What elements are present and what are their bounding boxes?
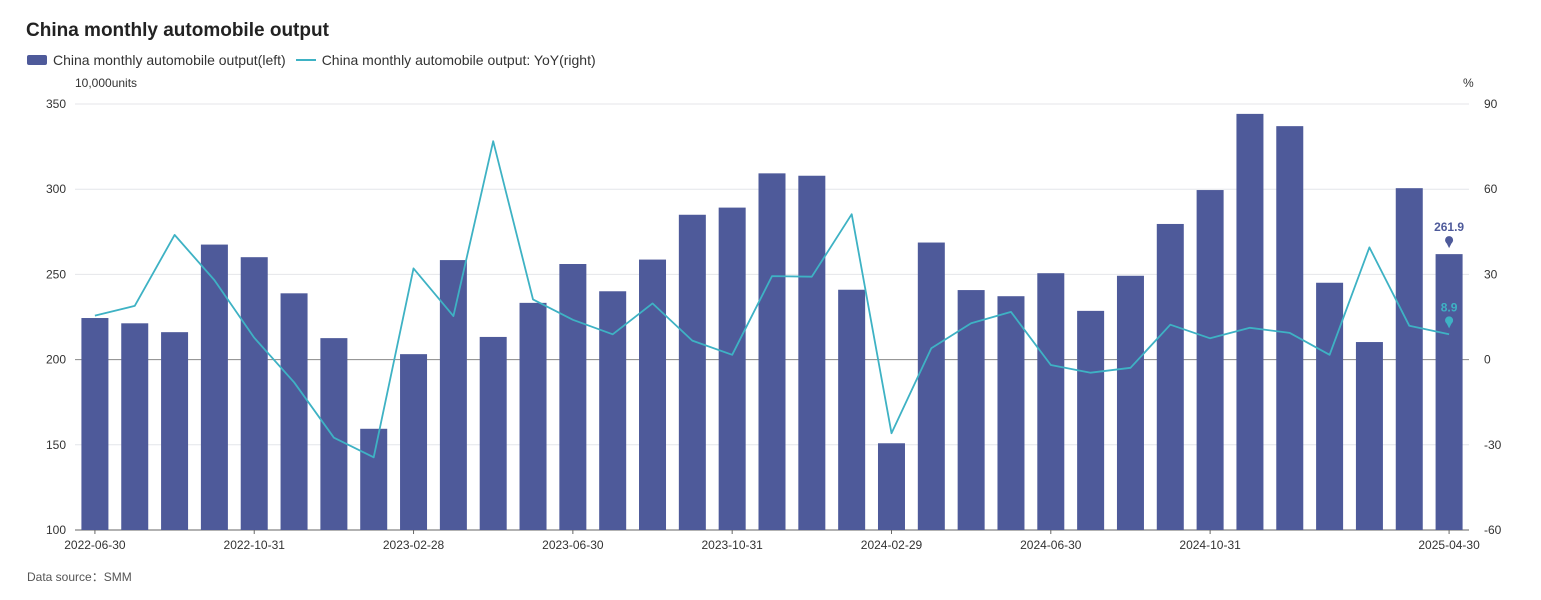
bar bbox=[161, 332, 189, 530]
x-tick-label: 2024-10-31 bbox=[1179, 538, 1241, 552]
bar bbox=[758, 173, 786, 531]
bar bbox=[559, 264, 587, 530]
data-label: 261.9 bbox=[1434, 220, 1464, 234]
right-axis-unit: % bbox=[1463, 76, 1474, 90]
bar bbox=[121, 323, 149, 530]
legend-item-yoy[interactable]: China monthly automobile output: YoY(rig… bbox=[295, 52, 596, 68]
data-source: Data source：SMM bbox=[27, 570, 132, 584]
legend-bar-swatch bbox=[27, 55, 47, 65]
x-tick-label: 2025-04-30 bbox=[1418, 538, 1480, 552]
x-tick-label: 2022-10-31 bbox=[224, 538, 286, 552]
y-tick-left: 350 bbox=[46, 97, 66, 111]
y-tick-right: 90 bbox=[1484, 97, 1498, 111]
bar bbox=[519, 302, 547, 530]
bar bbox=[479, 336, 507, 530]
yoy-line bbox=[94, 140, 1450, 459]
bar bbox=[877, 443, 905, 530]
y-tick-left: 200 bbox=[46, 353, 66, 367]
bar bbox=[320, 338, 348, 530]
x-tick-label: 2024-02-29 bbox=[861, 538, 923, 552]
x-tick-label: 2023-02-28 bbox=[383, 538, 445, 552]
y-tick-left: 300 bbox=[46, 182, 66, 196]
bar bbox=[1077, 310, 1105, 530]
bar bbox=[718, 207, 746, 530]
y-tick-left: 100 bbox=[46, 523, 66, 537]
bar bbox=[1116, 275, 1144, 530]
annotation-pin bbox=[1446, 322, 1453, 329]
bar bbox=[400, 354, 428, 530]
x-tick-label: 2023-06-30 bbox=[542, 538, 604, 552]
legend-item-output[interactable]: China monthly automobile output(left) bbox=[27, 52, 286, 68]
bar bbox=[957, 290, 985, 530]
data-label: 8.9 bbox=[1441, 300, 1458, 314]
bar bbox=[1276, 126, 1304, 530]
bar bbox=[200, 244, 228, 530]
y-tick-right: -60 bbox=[1484, 523, 1502, 537]
bar bbox=[678, 214, 706, 530]
bar bbox=[360, 428, 388, 530]
bar bbox=[1236, 113, 1264, 530]
y-tick-right: -30 bbox=[1484, 438, 1502, 452]
legend-label-output: China monthly automobile output(left) bbox=[53, 52, 286, 68]
chart-title: China monthly automobile output bbox=[26, 20, 329, 41]
bar bbox=[1355, 342, 1383, 530]
bar bbox=[1196, 190, 1224, 530]
x-tick-label: 2022-06-30 bbox=[64, 538, 126, 552]
x-tick-label: 2024-06-30 bbox=[1020, 538, 1082, 552]
y-tick-right: 30 bbox=[1484, 267, 1498, 281]
x-tick-label: 2023-10-31 bbox=[701, 538, 763, 552]
bar bbox=[81, 318, 109, 530]
bar bbox=[1435, 254, 1463, 530]
y-tick-left: 250 bbox=[46, 267, 66, 281]
bar bbox=[1037, 273, 1065, 530]
bar bbox=[1395, 188, 1423, 530]
left-axis-unit: 10,000units bbox=[75, 76, 138, 90]
bar bbox=[1156, 223, 1184, 530]
y-tick-right: 0 bbox=[1484, 353, 1491, 367]
bar bbox=[439, 260, 467, 530]
bar bbox=[838, 289, 866, 530]
legend: China monthly automobile output(left) Ch… bbox=[27, 52, 606, 68]
annotation-pin bbox=[1446, 242, 1453, 249]
bar bbox=[280, 293, 308, 530]
bar bbox=[639, 259, 667, 530]
y-tick-left: 150 bbox=[46, 438, 66, 452]
bar bbox=[917, 242, 945, 530]
legend-line-swatch bbox=[295, 59, 316, 61]
legend-label-yoy: China monthly automobile output: YoY(rig… bbox=[321, 52, 596, 68]
bar bbox=[798, 175, 826, 530]
bar bbox=[240, 257, 268, 530]
bar bbox=[997, 296, 1025, 530]
y-tick-right: 60 bbox=[1484, 182, 1498, 196]
bar bbox=[1316, 282, 1344, 530]
